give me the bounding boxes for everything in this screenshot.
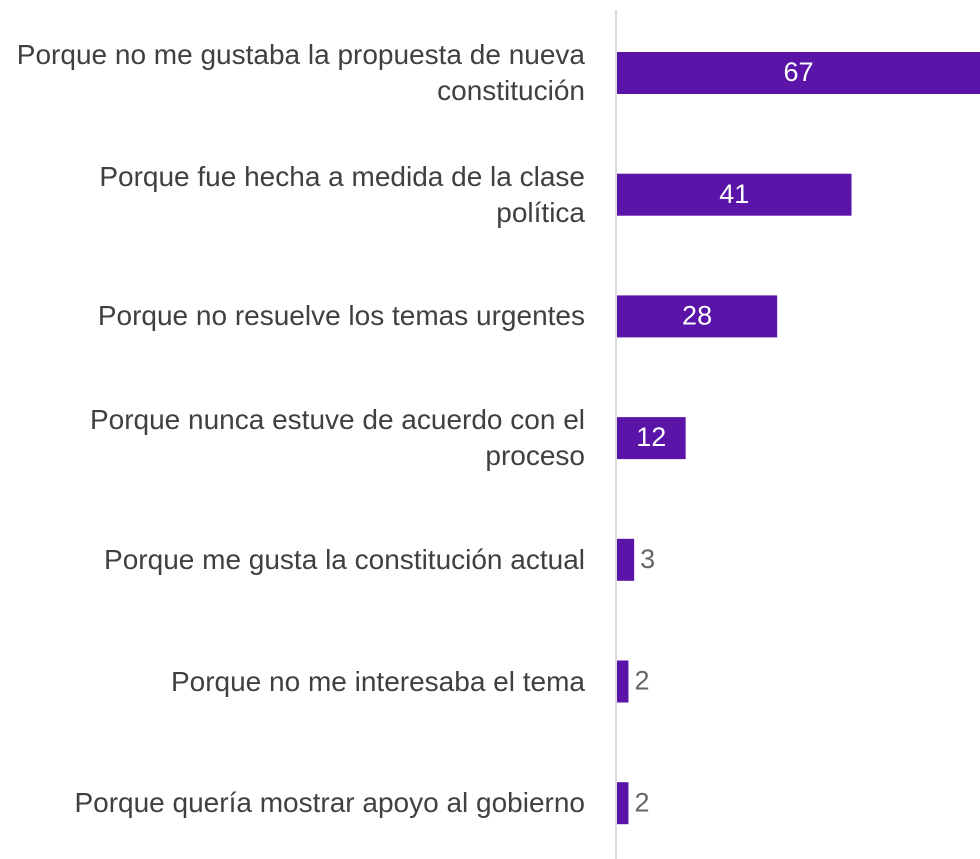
value-label: 3 xyxy=(640,544,655,574)
category-label: Porque no me interesaba el tema xyxy=(170,665,585,697)
bar xyxy=(617,660,629,703)
value-label: 12 xyxy=(636,422,666,452)
category-label: Porque me gusta la constitución actual xyxy=(104,543,585,575)
category-label: Porque nunca estuve de acuerdo con el pr… xyxy=(89,404,585,472)
bar xyxy=(617,782,629,825)
bar xyxy=(617,52,980,94)
category-label: Porque fue hecha a medida de la clase po… xyxy=(99,160,585,228)
value-label: 67 xyxy=(783,57,813,87)
value-label: 2 xyxy=(634,666,649,696)
category-label: Porque no me gustaba la propuesta de nue… xyxy=(16,39,585,106)
bar xyxy=(617,173,852,216)
category-label: Porque quería mostrar apoyo al gobierno xyxy=(74,787,585,819)
bar xyxy=(617,295,778,338)
category-label: Porque no resuelve los temas urgentes xyxy=(97,300,585,332)
bar xyxy=(617,538,635,581)
bar xyxy=(617,417,686,460)
value-label: 28 xyxy=(682,301,712,331)
value-label: 41 xyxy=(719,179,749,209)
value-label: 2 xyxy=(634,787,649,817)
